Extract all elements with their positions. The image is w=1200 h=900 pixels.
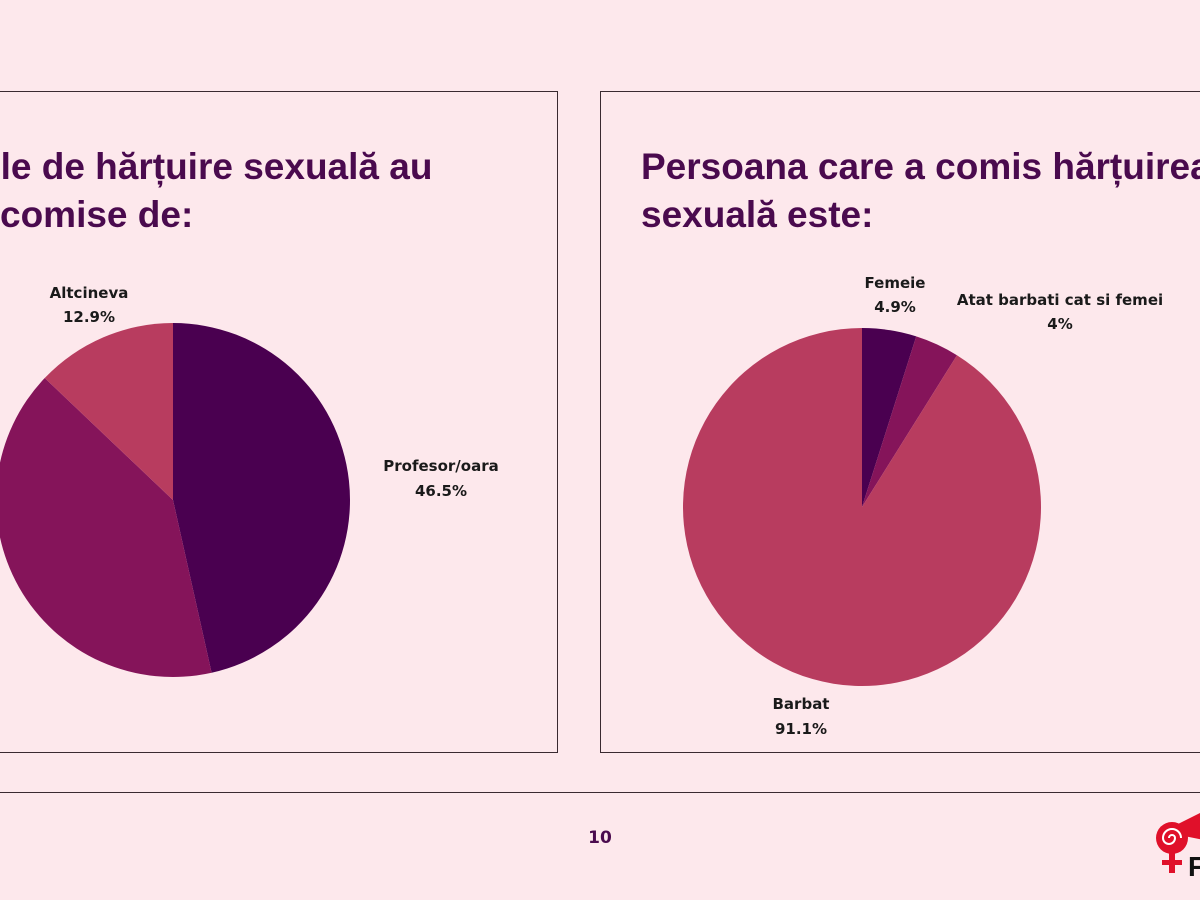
chart-title-right: Persoana care a comis hărțuirea sexuală e… <box>641 143 1200 239</box>
label-profesor: Profesor/oara <box>383 457 498 475</box>
svg-text:F: F <box>1188 851 1200 880</box>
page-number: 10 <box>588 828 612 848</box>
pie-slice-profesor-oara <box>173 323 350 673</box>
pie-right <box>682 328 1041 686</box>
logo-icon: F <box>1156 813 1200 880</box>
value-femeie: 4.9% <box>874 298 916 316</box>
pie-left <box>0 323 350 677</box>
value-profesor: 46.5% <box>415 482 467 500</box>
chart-title-left: ele de hărțuire sexuală au comise de: <box>0 143 432 239</box>
title-line: sexuală este: <box>641 194 874 235</box>
chart-panel-right <box>600 91 1200 753</box>
pie-slice-atat-barbati-cat-si-femei <box>862 336 957 507</box>
pie-slice-femeie <box>862 328 917 507</box>
value-ambele: 4% <box>1047 315 1072 333</box>
pie-slice-altcineva <box>44 323 174 500</box>
title-line: Persoana care a comis hărțuirea <box>641 146 1200 187</box>
title-line: ele de hărțuire sexuală au <box>0 146 433 187</box>
label-barbat: Barbat <box>773 695 830 713</box>
label-femeie: Femeie <box>865 274 926 292</box>
title-line: comise de: <box>0 194 194 235</box>
value-altcineva: 12.9% <box>63 308 115 326</box>
pie-slice-barbat <box>682 328 1041 686</box>
footer-divider <box>0 792 1200 793</box>
label-altcineva: Altcineva <box>50 284 129 302</box>
value-barbat: 91.1% <box>775 720 827 738</box>
label-ambele: Atat barbati cat si femei <box>957 291 1163 309</box>
pie-slice-unlabeled <box>0 378 212 677</box>
chart-panel-left <box>0 91 558 753</box>
